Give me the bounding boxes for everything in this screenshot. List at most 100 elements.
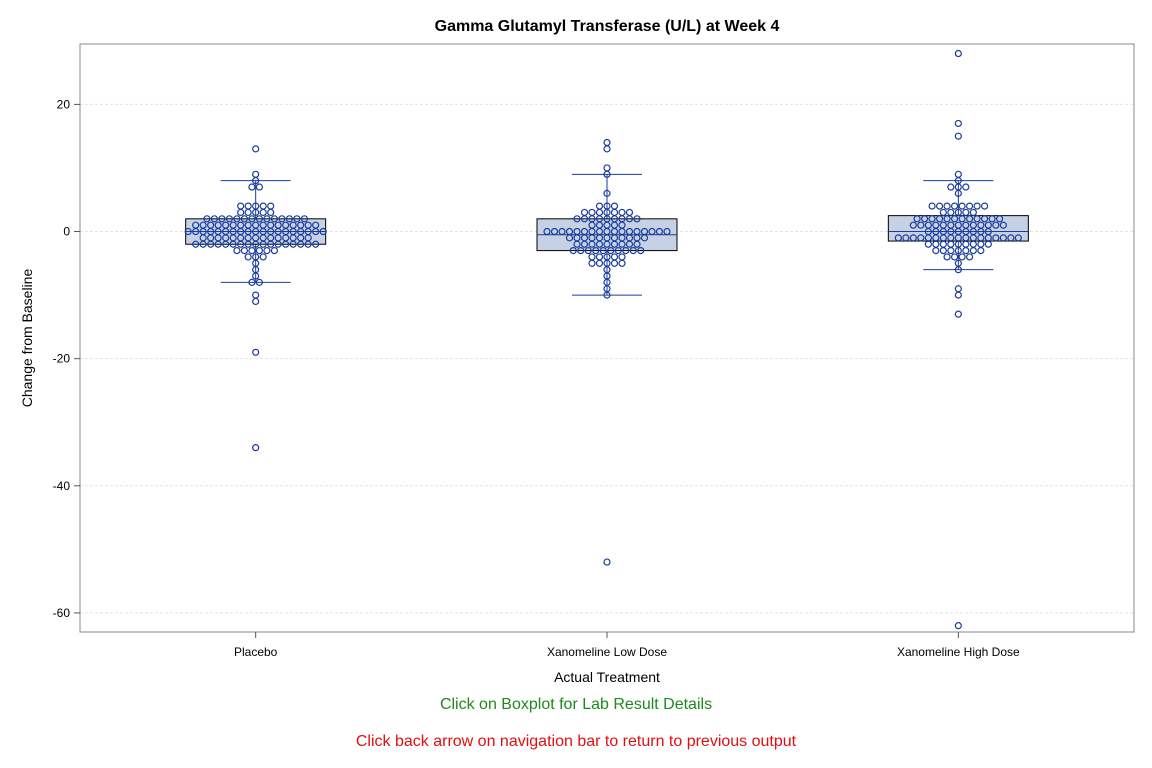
data-point [289, 240, 297, 248]
data-point [252, 348, 260, 356]
data-point [920, 215, 929, 223]
data-point [270, 246, 279, 255]
y-tick-label: -20 [53, 352, 71, 366]
data-point [248, 183, 256, 191]
data-point [954, 622, 962, 630]
data-point [252, 291, 260, 299]
data-point [267, 202, 275, 210]
data-point [629, 246, 637, 255]
data-point [947, 208, 955, 217]
data-point [618, 259, 626, 267]
data-point [655, 227, 664, 236]
data-point [267, 240, 275, 248]
data-point [248, 246, 256, 255]
data-point [603, 164, 611, 172]
data-point [980, 202, 989, 210]
data-point [252, 444, 260, 452]
data-point [244, 240, 252, 248]
data-point [965, 215, 974, 223]
data-point [992, 234, 1000, 242]
data-point [304, 240, 312, 248]
boxplot-detail-link-note[interactable]: Click on Boxplot for Lab Result Details [439, 696, 713, 713]
data-point [255, 278, 264, 286]
data-point [610, 259, 619, 267]
data-point [977, 240, 985, 248]
data-point [943, 202, 951, 210]
data-point [618, 208, 626, 217]
data-point [954, 246, 962, 255]
data-point [225, 215, 234, 223]
data-point [255, 246, 264, 255]
data-point [610, 208, 619, 217]
data-point [902, 234, 910, 242]
data-point [319, 227, 327, 236]
data-point [999, 221, 1007, 229]
data-point [222, 240, 230, 248]
back-navigation-note: Click back arrow on navigation bar to re… [355, 733, 797, 750]
data-point [252, 297, 260, 306]
data-point [603, 170, 611, 178]
data-point [954, 132, 962, 140]
data-point [958, 202, 966, 210]
x-tick-label: Xanomeline High Dose [897, 645, 1020, 659]
data-point [237, 202, 245, 210]
data-point [954, 170, 962, 178]
data-point [969, 246, 977, 255]
data-point [184, 227, 192, 236]
data-point [943, 215, 951, 223]
data-point [943, 253, 951, 261]
data-point [958, 215, 966, 223]
data-point [192, 240, 200, 248]
data-point [603, 145, 611, 153]
data-point [607, 246, 615, 255]
box-group-3[interactable] [887, 49, 1029, 630]
chart-title: Gamma Glutamyl Transferase (U/L) at Week… [435, 18, 780, 35]
data-point [580, 208, 589, 217]
data-point [248, 278, 256, 286]
y-axis-label: Change from Baseline [19, 269, 35, 408]
data-point [203, 215, 211, 223]
data-point [962, 240, 970, 248]
data-point [599, 246, 607, 255]
data-point [267, 208, 275, 217]
data-point [588, 208, 596, 217]
data-point [917, 221, 925, 229]
data-point [240, 215, 249, 223]
data-point [648, 227, 656, 236]
data-point [252, 177, 260, 185]
data-point [625, 240, 634, 248]
data-point [252, 272, 260, 280]
box-group-1[interactable] [184, 145, 327, 452]
data-point [595, 259, 604, 267]
data-point [229, 240, 237, 248]
data-point [954, 189, 962, 197]
data-point [954, 266, 962, 274]
data-point [984, 240, 992, 248]
y-tick-label: 0 [63, 225, 70, 239]
box-group-2[interactable] [536, 138, 678, 566]
data-point [580, 240, 589, 248]
data-point [610, 253, 619, 261]
data-point [263, 246, 271, 255]
data-point [625, 208, 634, 217]
y-tick-label: 20 [57, 97, 71, 111]
data-point [633, 240, 641, 248]
data-point [244, 253, 252, 261]
data-point [240, 246, 249, 255]
data-point [210, 215, 219, 223]
data-point [569, 246, 577, 255]
data-point [588, 240, 596, 248]
data-point [312, 240, 320, 248]
data-point [595, 202, 604, 210]
data-point [909, 221, 917, 229]
data-point [252, 208, 260, 217]
data-point [214, 240, 222, 248]
data-point [913, 215, 921, 223]
data-point [595, 253, 604, 261]
data-point [237, 240, 245, 248]
data-point [252, 240, 260, 248]
boxes-layer[interactable] [184, 49, 1029, 630]
data-point [192, 227, 200, 236]
data-point [282, 240, 290, 248]
data-point [297, 240, 305, 248]
